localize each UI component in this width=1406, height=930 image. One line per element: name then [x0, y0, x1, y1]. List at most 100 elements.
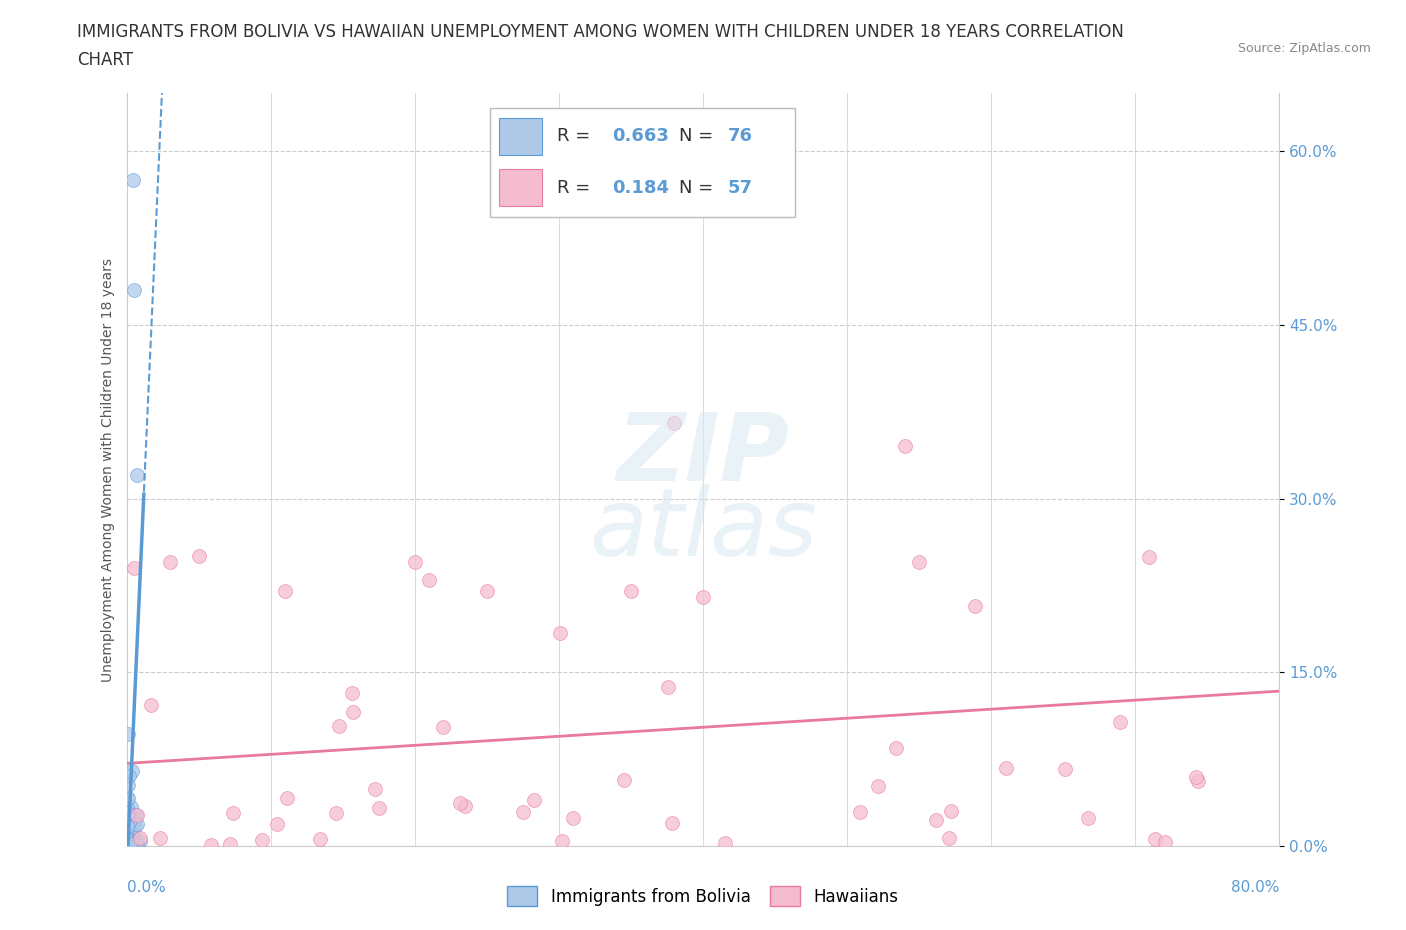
Point	[117, 824, 139, 839]
Point	[115, 814, 138, 829]
Point	[117, 819, 139, 834]
Point	[115, 836, 138, 851]
Point	[117, 806, 139, 821]
Point	[328, 718, 350, 733]
Point	[149, 830, 172, 845]
Point	[120, 833, 142, 848]
Point	[1185, 769, 1208, 784]
Point	[117, 810, 139, 825]
Point	[692, 590, 714, 604]
Point	[714, 835, 737, 850]
Point	[117, 726, 139, 741]
Point	[118, 834, 141, 849]
Point	[449, 795, 471, 810]
Point	[117, 822, 139, 837]
Text: IMMIGRANTS FROM BOLIVIA VS HAWAIIAN UNEMPLOYMENT AMONG WOMEN WITH CHILDREN UNDER: IMMIGRANTS FROM BOLIVIA VS HAWAIIAN UNEM…	[77, 23, 1125, 41]
Point	[661, 816, 683, 830]
Point	[432, 719, 454, 734]
Point	[995, 761, 1018, 776]
Point	[121, 764, 143, 778]
Point	[122, 561, 145, 576]
Point	[115, 812, 138, 827]
Point	[118, 837, 141, 852]
Point	[325, 806, 347, 821]
Point	[276, 790, 298, 805]
Point	[115, 836, 138, 851]
Point	[118, 768, 141, 783]
Point	[122, 815, 145, 830]
Point	[121, 817, 143, 831]
Point	[222, 806, 245, 821]
Point	[117, 790, 139, 805]
Point	[129, 833, 152, 848]
Point	[117, 777, 139, 792]
Point	[125, 837, 148, 852]
Point	[894, 439, 917, 454]
Point	[124, 835, 146, 850]
Point	[118, 830, 141, 844]
Legend: Immigrants from Bolivia, Hawaiians: Immigrants from Bolivia, Hawaiians	[501, 880, 905, 912]
Point	[342, 705, 364, 720]
Point	[1109, 714, 1132, 729]
Point	[117, 803, 139, 817]
Point	[657, 680, 679, 695]
Point	[159, 555, 181, 570]
Point	[866, 778, 889, 793]
Point	[118, 824, 141, 839]
Point	[613, 773, 636, 788]
Point	[118, 831, 141, 846]
Point	[117, 838, 139, 853]
Point	[117, 826, 139, 841]
Point	[274, 584, 297, 599]
Point	[124, 283, 146, 298]
Text: CHART: CHART	[77, 51, 134, 69]
Point	[122, 810, 145, 825]
Text: atlas: atlas	[589, 485, 817, 576]
Point	[115, 835, 138, 850]
Point	[404, 555, 426, 570]
Point	[117, 826, 139, 841]
Point	[924, 813, 946, 828]
Point	[115, 801, 138, 816]
Point	[938, 831, 960, 846]
Point	[1077, 811, 1099, 826]
Point	[266, 817, 288, 831]
Point	[1143, 831, 1166, 846]
Point	[118, 836, 141, 851]
Point	[368, 801, 391, 816]
Point	[475, 584, 498, 599]
Point	[117, 807, 139, 822]
Point	[117, 833, 139, 848]
Point	[963, 598, 986, 613]
Point	[122, 829, 145, 844]
Point	[118, 823, 141, 838]
Point	[141, 698, 163, 712]
Y-axis label: Unemployment Among Women with Children Under 18 years: Unemployment Among Women with Children U…	[101, 258, 115, 682]
Point	[309, 832, 332, 847]
Text: 0.0%: 0.0%	[127, 880, 166, 896]
Point	[118, 837, 141, 852]
Point	[120, 800, 142, 815]
Point	[523, 792, 546, 807]
Point	[939, 804, 962, 818]
Point	[1187, 774, 1209, 789]
Point	[115, 835, 138, 850]
Point	[561, 811, 583, 826]
Point	[120, 835, 142, 850]
Point	[120, 814, 142, 829]
Point	[115, 804, 138, 819]
Point	[115, 805, 138, 820]
Point	[551, 833, 574, 848]
Point	[117, 824, 139, 839]
Point	[121, 819, 143, 834]
Point	[340, 685, 363, 700]
Text: ZIP: ZIP	[617, 408, 789, 500]
Point	[364, 782, 387, 797]
Point	[128, 830, 150, 845]
Point	[884, 740, 907, 755]
Text: Source: ZipAtlas.com: Source: ZipAtlas.com	[1237, 42, 1371, 55]
Point	[117, 830, 139, 844]
Point	[115, 803, 138, 817]
Point	[127, 808, 149, 823]
Point	[115, 822, 138, 837]
